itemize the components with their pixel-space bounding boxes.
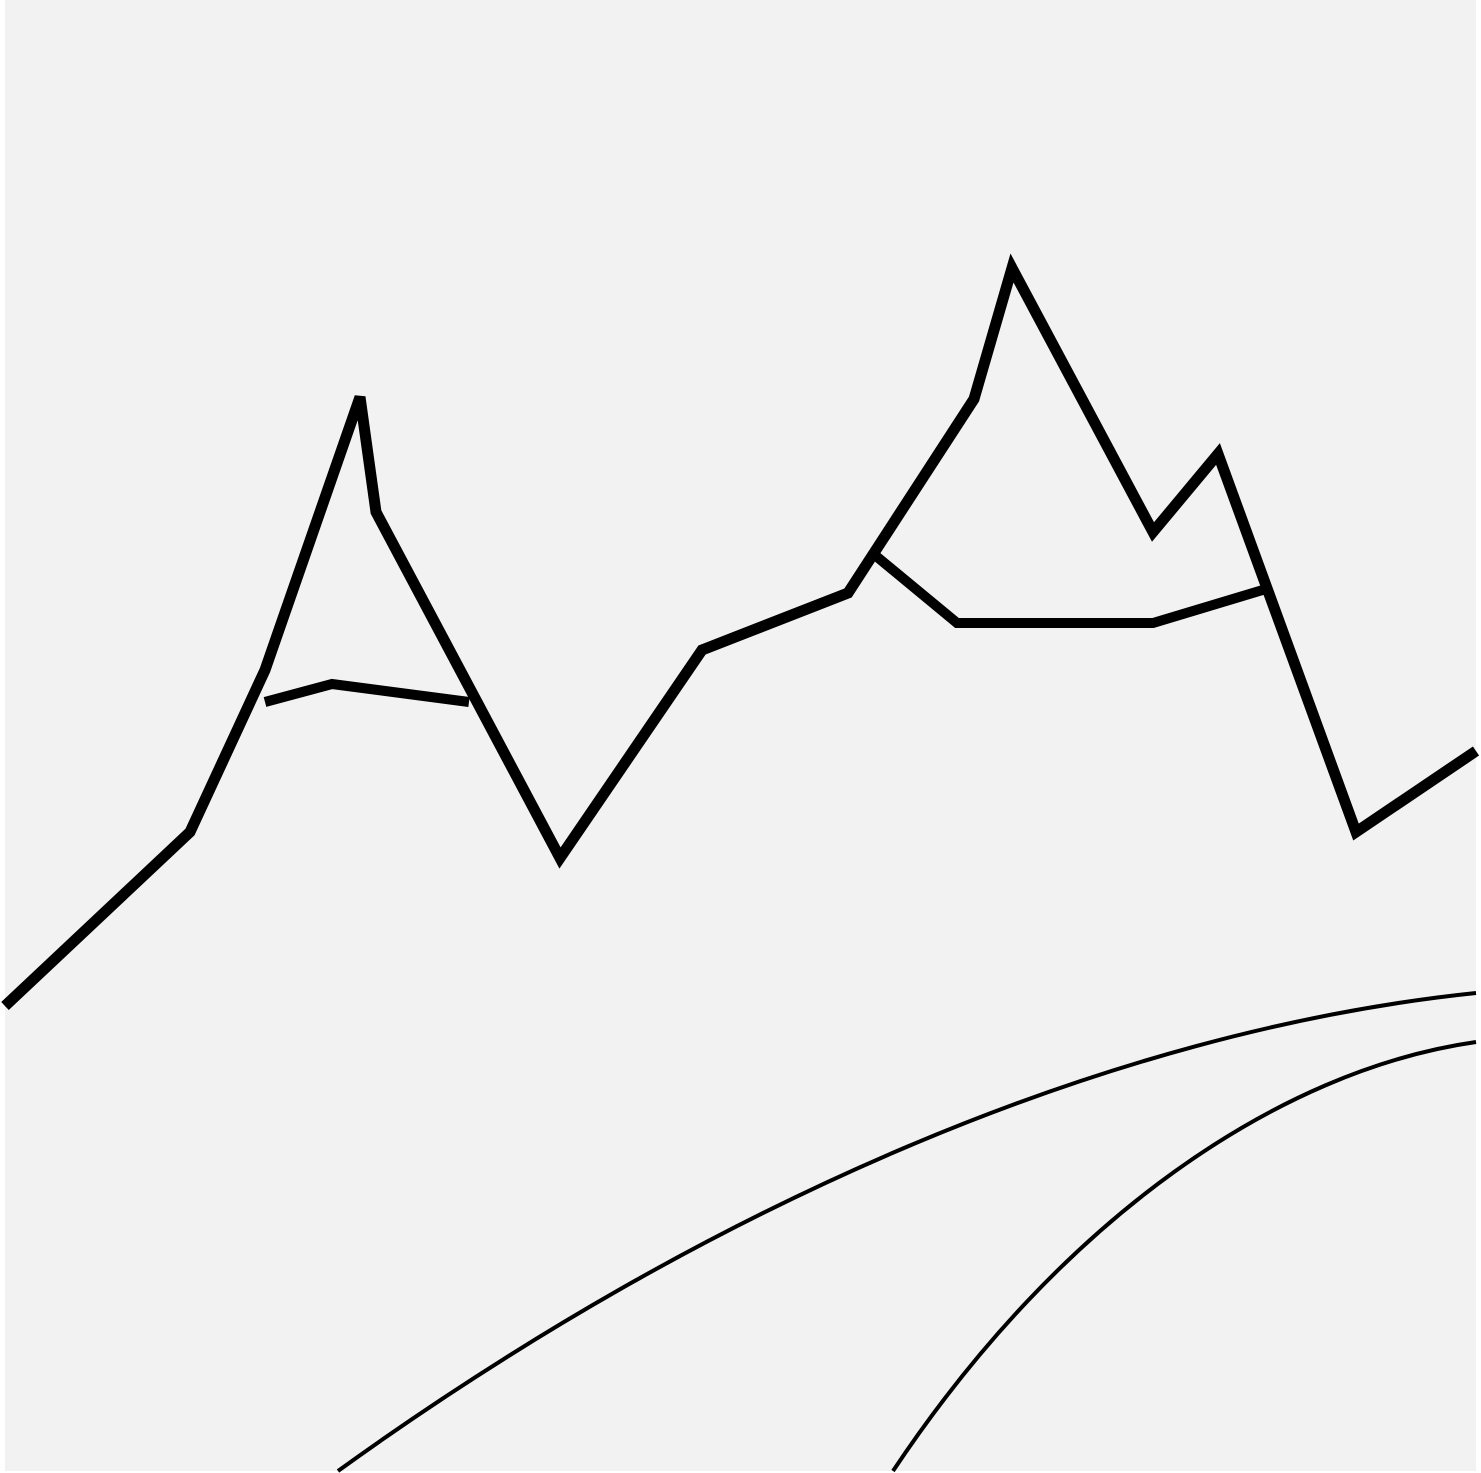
- left-road-curve: [336, 991, 1477, 1473]
- right-snowline: [872, 552, 1268, 628]
- mountain-ridge-line: [1, 253, 1480, 1011]
- right-road-curve: [891, 1040, 1477, 1473]
- left-snowline: [263, 678, 470, 707]
- sketch-background: [5, 0, 1476, 1471]
